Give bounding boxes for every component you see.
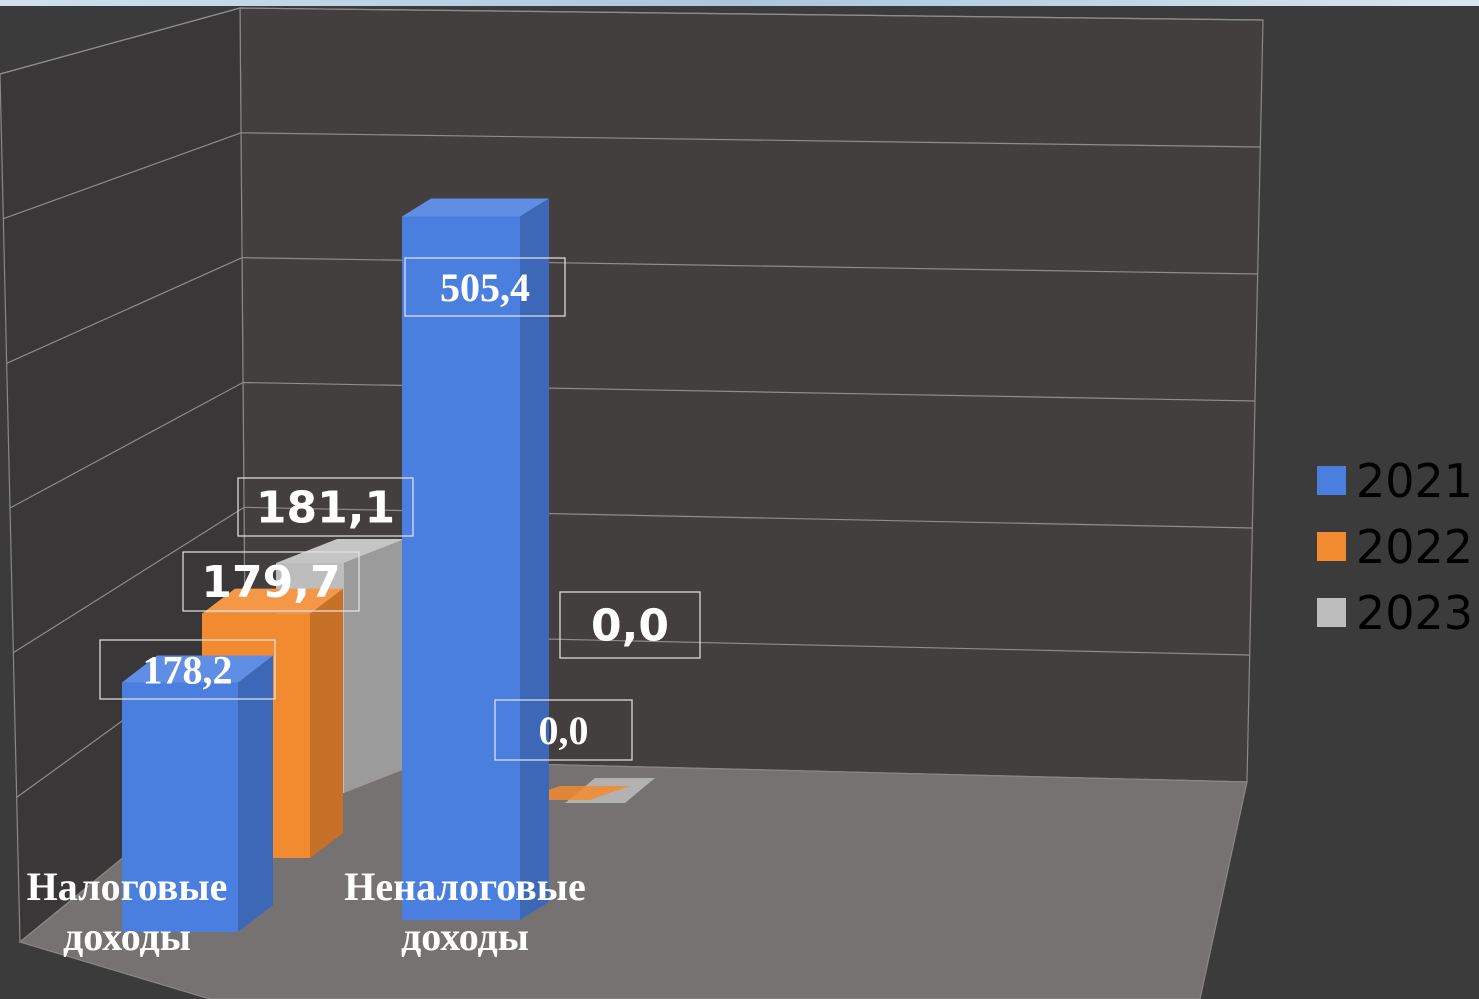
data-label-2023-1: 0,0 xyxy=(559,591,701,659)
bar-side xyxy=(310,588,343,858)
bar-top xyxy=(402,198,549,217)
data-label-text: 0,0 xyxy=(539,708,589,753)
category-label-line: доходы xyxy=(401,914,529,959)
data-label-box xyxy=(494,699,633,761)
data-label-box xyxy=(99,639,276,700)
bar-top xyxy=(202,588,343,614)
data-label-text: 178,2 xyxy=(143,648,233,693)
category-labels: Налоговые доходы Неналоговые доходы xyxy=(27,864,586,959)
data-label-2021-0: 178,2 xyxy=(99,639,276,700)
data-label-text: 179,7 xyxy=(201,557,340,608)
legend-label: 2021 xyxy=(1356,454,1473,508)
gridline-side xyxy=(0,7,241,75)
gridline xyxy=(239,7,1264,21)
gridline-side xyxy=(9,381,244,509)
legend: 2021 2022 2023 xyxy=(1317,454,1473,640)
legend-swatch xyxy=(1317,466,1346,495)
legend-item-2022: 2022 xyxy=(1317,520,1473,574)
data-label-box xyxy=(404,257,566,317)
data-label-text: 181,1 xyxy=(256,482,395,533)
data-label-2022-1: 0,0 xyxy=(494,699,633,761)
legend-swatch xyxy=(1317,598,1346,627)
bar-front xyxy=(402,216,520,920)
category-label-line: Налоговые xyxy=(27,864,228,909)
bar-2021-1 xyxy=(402,198,549,920)
bar-side xyxy=(238,655,273,932)
data-label-box xyxy=(237,477,414,537)
legend-label: 2023 xyxy=(1356,586,1473,640)
bar-side xyxy=(344,539,405,793)
data-label-box xyxy=(182,551,360,612)
category-label-1: Неналоговые доходы xyxy=(344,864,585,959)
data-label-2021-1: 505,4 xyxy=(404,257,566,317)
gridline-side xyxy=(3,132,242,220)
data-label-text: 505,4 xyxy=(440,265,530,310)
data-label-2023-0: 181,1 xyxy=(237,477,414,537)
gridline-side xyxy=(6,257,243,364)
bar-side xyxy=(520,198,549,920)
gridline-side xyxy=(13,506,245,654)
data-label-box xyxy=(559,591,701,659)
data-labels: 178,2 505,4 179,7 0,0 181,1 0,0 xyxy=(99,257,701,761)
legend-label: 2022 xyxy=(1356,520,1473,574)
bar-2021-0 xyxy=(122,655,273,932)
legend-swatch xyxy=(1317,532,1346,561)
data-label-text: 0,0 xyxy=(591,600,669,651)
bar-top xyxy=(122,655,273,683)
legend-item-2023: 2023 xyxy=(1317,586,1473,640)
legend-item-2021: 2021 xyxy=(1317,454,1473,508)
category-label-0: Налоговые доходы xyxy=(27,864,228,959)
category-label-line: доходы xyxy=(63,914,191,959)
category-label-line: Неналоговые xyxy=(344,864,585,909)
bar-front xyxy=(122,682,238,932)
top-strip xyxy=(0,0,1479,6)
data-label-2022-0: 179,7 xyxy=(182,551,360,612)
gridline xyxy=(240,132,1261,148)
bar-top xyxy=(276,539,405,564)
